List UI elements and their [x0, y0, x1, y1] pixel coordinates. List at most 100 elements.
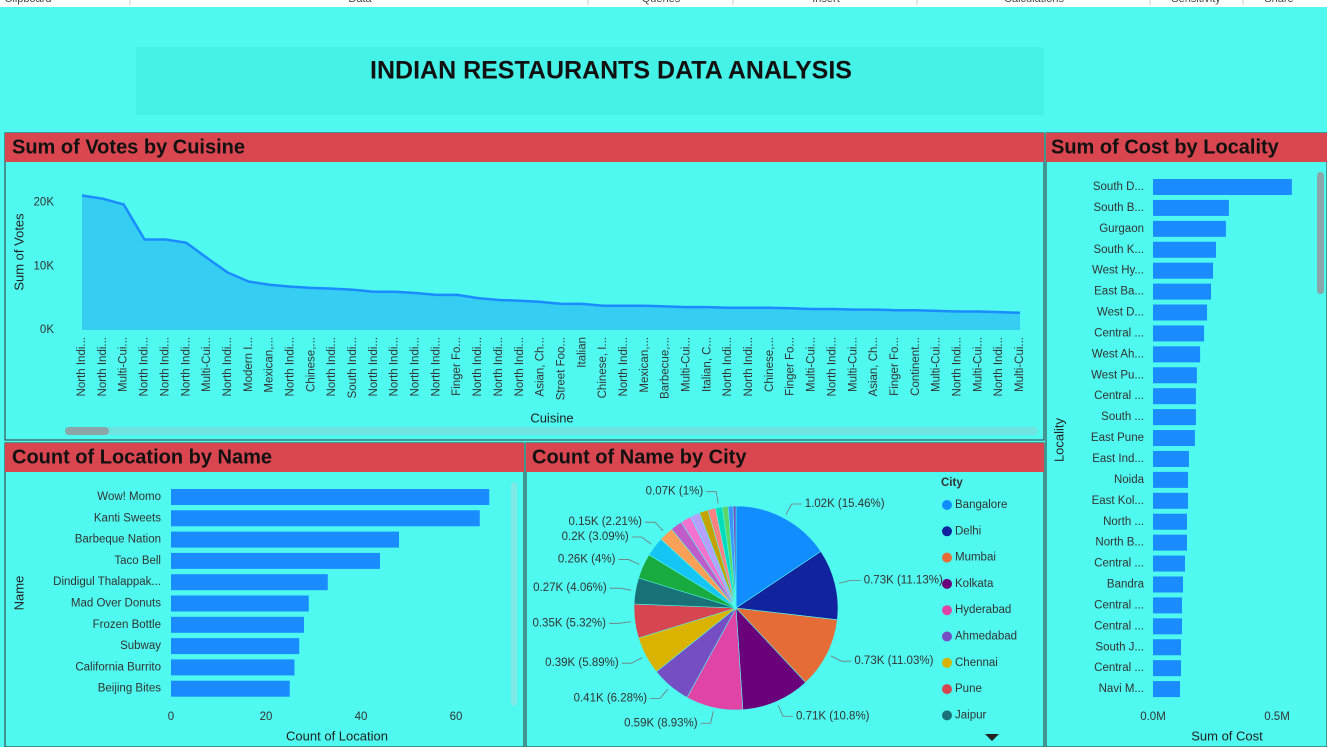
legend-swatch	[942, 526, 952, 537]
data-label: 0.35K (5.32%)	[532, 617, 606, 629]
data-label: 0.59K (8.93%)	[624, 717, 698, 729]
x-tick-label: Asian, Ch...	[868, 337, 880, 396]
x-tick-label: North Indi...	[139, 337, 151, 396]
x-tick-label: Multi-Cui...	[118, 337, 130, 392]
bar	[1153, 534, 1187, 551]
scrollbar-thumb[interactable]	[1317, 172, 1324, 294]
page-title: INDIAN RESTAURANTS DATA ANALYSIS	[370, 57, 852, 85]
bar	[1153, 346, 1201, 363]
y-tick-label: South ...	[1101, 411, 1144, 423]
bar	[1153, 576, 1184, 593]
y-tick-label: East Kol...	[1092, 495, 1144, 507]
x-tick-label: North Indi...	[159, 337, 171, 396]
scrollbar-thumb[interactable]	[65, 427, 109, 435]
bar	[1153, 325, 1205, 342]
x-tick-label: North Indi...	[389, 337, 401, 396]
x-tick-label: Street Foo...	[555, 337, 567, 400]
x-tick-label: North Indi...	[951, 337, 963, 396]
y-tick-label: West Hy...	[1092, 265, 1144, 277]
x-tick-label: Asian, Ch...	[535, 337, 547, 396]
legend-label: Chennai	[955, 657, 998, 669]
legend-label: Ahmedabad	[955, 631, 1017, 643]
data-label: 0.07K (1%)	[646, 486, 704, 498]
legend-label: Bangalore	[955, 499, 1007, 511]
leader-line	[706, 491, 719, 504]
x-tick-label: North Indi...	[618, 337, 630, 396]
x-tick-label: Finger Fo...	[785, 337, 797, 396]
y-tick-label: South B...	[1093, 202, 1144, 214]
bar	[1153, 388, 1196, 405]
x-tick-label: North Indi...	[368, 337, 380, 396]
bar	[1153, 241, 1216, 258]
x-tick-label: North Indi...	[222, 337, 234, 396]
y-tick-label: Dindigul Thalappak...	[53, 576, 161, 588]
data-label: 0.2K (3.09%)	[562, 531, 629, 543]
data-label: 0.27K (4.06%)	[533, 582, 607, 594]
x-tick-label: Chinese, I...	[597, 337, 609, 398]
pie-slice	[735, 607, 807, 711]
y-tick-label: Navi M...	[1099, 683, 1144, 695]
x-tick-label: Barbecue,...	[660, 337, 672, 399]
legend-label: Kolkata	[955, 578, 994, 590]
x-tick-label: 40	[355, 711, 368, 723]
x-tick-label: North Indi...	[826, 337, 838, 396]
x-tick-label: Multi-Cui...	[972, 337, 984, 392]
y-tick-label: South D...	[1093, 181, 1144, 193]
x-tick-label: Italian	[576, 337, 588, 368]
leader-line	[777, 705, 793, 717]
bar	[1153, 262, 1214, 279]
area	[82, 195, 1020, 330]
leader-line	[631, 536, 652, 545]
bar	[1153, 555, 1185, 572]
legend-title: City	[941, 477, 963, 489]
leader-line	[838, 579, 861, 584]
legend-label: Delhi	[955, 525, 981, 537]
y-tick-label: 0K	[40, 324, 54, 336]
ribbon-label: Clipboard	[4, 0, 51, 5]
y-tick-label: 10K	[34, 260, 55, 272]
data-label: 0.73K (11.13%)	[864, 574, 943, 586]
x-tick-label: Multi-Cui...	[201, 337, 213, 392]
bar	[1153, 283, 1212, 300]
bar	[171, 574, 328, 591]
ribbon-label: Insert	[812, 0, 840, 5]
x-tick-label: 60	[450, 711, 463, 723]
x-tick-label: Finger Fo...	[451, 337, 463, 396]
chart-title: Sum of Votes by Cuisine	[12, 136, 245, 158]
leader-line	[618, 559, 640, 565]
data-label: 1.02K (15.46%)	[805, 498, 885, 510]
leader-line	[608, 621, 631, 624]
x-tick-label: North Indi...	[284, 337, 296, 396]
legend-label: Hyderabad	[955, 604, 1011, 616]
chart-title: Count of Location by Name	[12, 446, 272, 468]
x-tick-label: 20	[260, 711, 273, 723]
y-tick-label: South K...	[1093, 244, 1144, 256]
bar	[1153, 492, 1188, 509]
x-axis-title: Cuisine	[530, 410, 573, 425]
data-label: 0.41K (6.28%)	[574, 692, 648, 704]
y-tick-label: West Ah...	[1092, 348, 1144, 360]
x-tick-label: North Indi...	[97, 337, 109, 396]
bar	[1153, 660, 1182, 677]
scrollbar-track[interactable]	[65, 427, 1038, 435]
y-tick-label: Gurgaon	[1099, 223, 1144, 235]
bar	[171, 552, 380, 569]
y-tick-label: West D...	[1097, 307, 1144, 319]
chart-title: Sum of Cost by Locality	[1051, 136, 1280, 158]
y-tick-label: Taco Bell	[114, 555, 161, 567]
pie-slice	[735, 505, 822, 609]
x-tick-label: North Indi...	[76, 337, 88, 396]
panel-header	[5, 133, 1044, 162]
bar	[1153, 199, 1229, 216]
bar	[171, 680, 290, 697]
legend-scroll-arrow[interactable]	[985, 734, 999, 741]
y-tick-label: Bandra	[1107, 579, 1145, 591]
scrollbar-track[interactable]	[511, 482, 517, 706]
x-tick-label: North Indi...	[472, 337, 484, 396]
x-tick-label: North Indi...	[993, 337, 1005, 396]
ribbon-label: Sensitivity	[1171, 0, 1221, 5]
pie-slice	[732, 505, 737, 609]
leader-line	[645, 521, 664, 532]
y-axis-title: Sum of Votes	[11, 213, 26, 291]
